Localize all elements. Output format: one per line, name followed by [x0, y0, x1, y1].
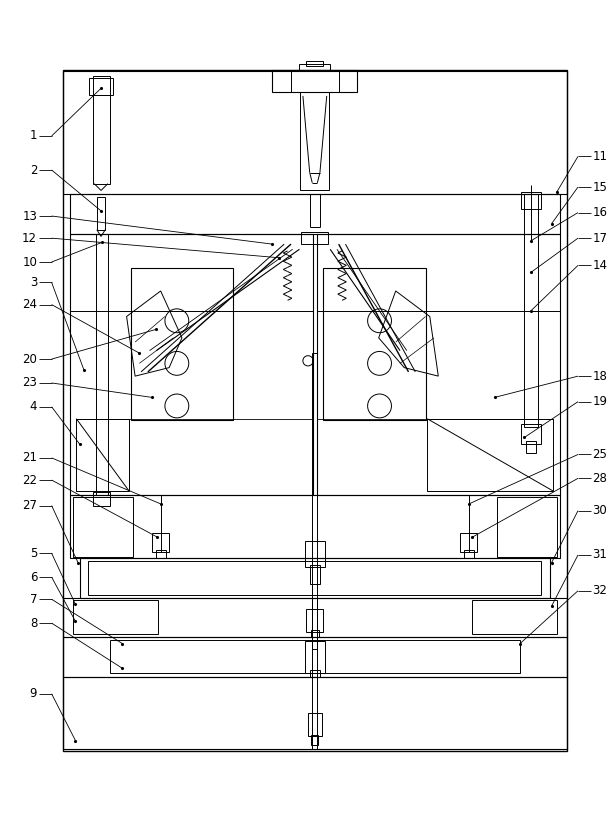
Text: 15: 15	[593, 181, 607, 194]
Bar	[323, 268, 426, 421]
Bar	[310, 630, 319, 636]
Text: 31: 31	[593, 548, 607, 561]
Text: 25: 25	[593, 448, 607, 461]
Bar	[312, 353, 317, 649]
Text: 11: 11	[593, 150, 607, 163]
Bar	[471, 600, 557, 634]
Bar	[521, 424, 541, 444]
Text: 22: 22	[22, 474, 37, 487]
Text: 9: 9	[30, 687, 37, 700]
Bar	[310, 565, 320, 584]
Bar	[70, 194, 560, 234]
Text: 3: 3	[30, 276, 37, 289]
Bar	[301, 232, 328, 244]
Bar	[70, 495, 560, 558]
Bar	[63, 71, 567, 194]
Bar	[301, 92, 330, 190]
Bar	[306, 609, 323, 632]
Text: 23: 23	[22, 377, 37, 390]
Text: 28: 28	[593, 472, 607, 484]
Bar	[521, 192, 541, 209]
Text: 13: 13	[22, 209, 37, 222]
Bar	[299, 65, 330, 71]
Text: 1: 1	[30, 129, 37, 142]
Bar	[464, 550, 474, 558]
Bar	[88, 561, 541, 595]
Bar	[497, 497, 557, 556]
Text: 32: 32	[593, 584, 607, 597]
Bar	[152, 533, 169, 551]
Bar	[131, 268, 233, 421]
Text: 27: 27	[22, 499, 37, 512]
Bar	[97, 197, 105, 230]
Text: 30: 30	[593, 504, 607, 517]
Bar	[526, 441, 537, 453]
Bar	[89, 78, 113, 95]
Bar	[63, 636, 567, 676]
Bar	[63, 676, 567, 749]
Bar	[63, 69, 567, 751]
Bar	[96, 234, 108, 495]
Bar	[304, 542, 325, 567]
Text: 2: 2	[30, 163, 37, 176]
Bar	[92, 76, 110, 184]
Bar	[524, 234, 538, 427]
Bar	[73, 600, 158, 634]
Text: 14: 14	[593, 259, 607, 272]
Bar	[63, 597, 567, 636]
Bar	[110, 641, 520, 673]
Bar	[524, 194, 538, 234]
Bar	[272, 69, 357, 92]
Text: 12: 12	[22, 232, 37, 244]
Bar	[94, 492, 110, 506]
Text: 16: 16	[593, 206, 607, 219]
Text: 8: 8	[30, 617, 37, 630]
Text: 24: 24	[22, 298, 37, 311]
Bar	[291, 69, 339, 92]
Bar	[308, 712, 322, 736]
Bar	[310, 670, 320, 676]
Bar	[460, 533, 477, 551]
Bar	[317, 234, 560, 495]
Bar	[79, 558, 550, 597]
Text: 18: 18	[593, 369, 607, 382]
Text: 17: 17	[593, 232, 607, 244]
Text: 7: 7	[30, 593, 37, 605]
Bar	[156, 550, 166, 558]
Text: 5: 5	[30, 547, 37, 560]
Bar	[73, 497, 132, 556]
Text: 10: 10	[22, 256, 37, 269]
Text: 4: 4	[30, 400, 37, 413]
Text: 19: 19	[593, 395, 607, 408]
Text: 6: 6	[30, 570, 37, 583]
Bar	[304, 641, 325, 672]
Bar	[306, 61, 323, 66]
Bar	[70, 234, 313, 495]
Text: 20: 20	[22, 353, 37, 365]
Bar	[312, 734, 318, 745]
Text: 21: 21	[22, 452, 37, 464]
